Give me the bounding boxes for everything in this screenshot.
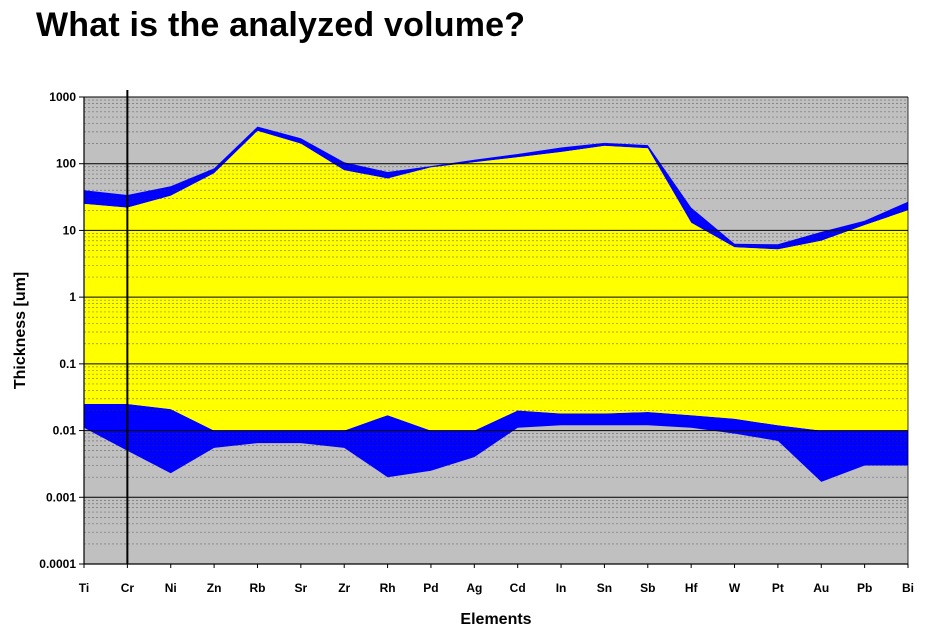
y-tick-label: 1000 xyxy=(49,90,76,104)
upper-blue-band xyxy=(84,126,908,250)
x-tick-label: W xyxy=(729,581,741,595)
x-tick-label: Pb xyxy=(857,581,872,595)
x-tick-label: Hf xyxy=(685,581,699,595)
y-tick-label: 0.1 xyxy=(59,357,76,371)
x-tick-label: Au xyxy=(813,581,829,595)
x-tick-label: Sb xyxy=(640,581,655,595)
x-tick-label: Zr xyxy=(338,581,350,595)
x-tick-label: Sn xyxy=(597,581,612,595)
x-tick-label: Rb xyxy=(249,581,265,595)
x-tick-label: Sr xyxy=(294,581,307,595)
y-tick-label: 10 xyxy=(63,223,77,237)
x-tick-label: Pd xyxy=(423,581,438,595)
x-tick-label: Bi xyxy=(902,581,914,595)
x-tick-label: In xyxy=(556,581,567,595)
slide-title: What is the analyzed volume? xyxy=(36,6,526,44)
x-tick-label: Zn xyxy=(207,581,222,595)
y-axis-title: Thickness [um] xyxy=(12,272,29,389)
lower-blue-band xyxy=(84,404,908,482)
x-tick-label: Ni xyxy=(165,581,177,595)
y-tick-label: 0.0001 xyxy=(39,557,76,571)
y-tick-label: 100 xyxy=(56,157,76,171)
yellow-band xyxy=(84,130,908,431)
x-tick-label: Pt xyxy=(772,581,784,595)
x-tick-label: Ti xyxy=(79,581,89,595)
x-axis-title: Elements xyxy=(460,611,531,628)
y-tick-label: 0.001 xyxy=(46,490,76,504)
x-tick-label: Rh xyxy=(380,581,396,595)
minor-grid xyxy=(84,99,908,545)
x-tick-label: Cr xyxy=(121,581,135,595)
x-tick-label: Cd xyxy=(510,581,526,595)
y-tick-label: 0.01 xyxy=(53,424,77,438)
y-tick-label: 1 xyxy=(69,290,76,304)
x-tick-label: Ag xyxy=(466,581,482,595)
